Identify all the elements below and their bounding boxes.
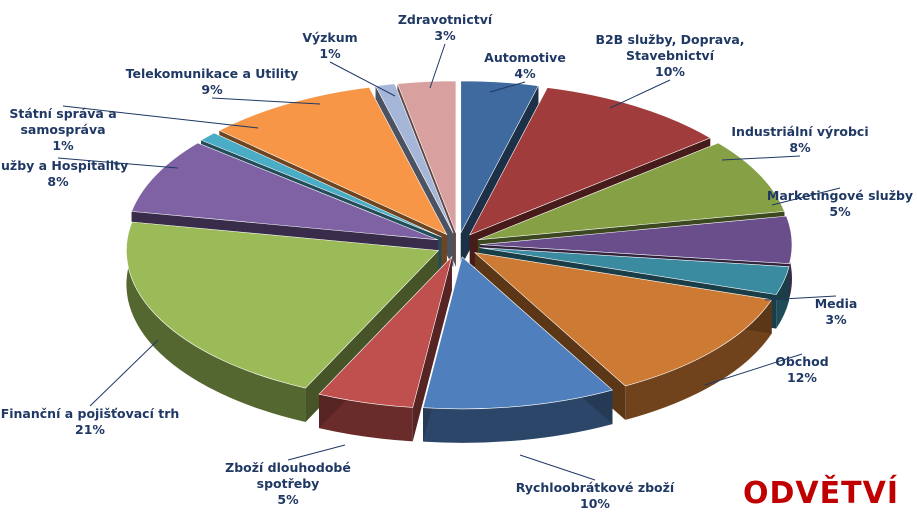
slice-label-10: Státní správa a samospráva 1% — [9, 106, 116, 153]
leader-line-4 — [764, 295, 837, 301]
slice-2 — [477, 142, 785, 241]
leader-line-9 — [57, 157, 179, 169]
leader-line-3 — [771, 187, 841, 206]
slice-4 — [479, 247, 790, 295]
slice-10 — [200, 132, 442, 238]
leader-line-13 — [429, 43, 446, 89]
slice-8 — [126, 221, 440, 389]
pie-top-layer — [126, 80, 793, 410]
slice-13 — [397, 80, 457, 234]
leader-line-2 — [721, 155, 801, 161]
slice-1 — [469, 87, 711, 236]
slice-label-7: Zboží dlouhodobé spotřeby 5% — [225, 460, 351, 507]
slice-label-13: Zdravotnictví 3% — [398, 12, 493, 43]
slice-label-11: Telekomunikace a Utility 9% — [126, 66, 299, 97]
slice-label-12: Výzkum 1% — [302, 30, 357, 61]
slice-label-2: Industriální výrobci 8% — [731, 124, 868, 155]
leader-line-5 — [704, 353, 803, 386]
slice-5 — [473, 252, 773, 387]
slice-label-9: Služby a Hospitality 8% — [0, 158, 128, 189]
slice-labels: Automotive 4% B2B služby, Doprava, Stavebni… — [0, 12, 913, 511]
slice-6 — [422, 256, 614, 410]
slice-label-1: B2B služby, Doprava, Stavebnictví 10% — [595, 32, 744, 79]
slice-side-6 — [423, 390, 613, 443]
leader-line-8 — [89, 339, 159, 407]
leader-line-10 — [62, 105, 259, 129]
slice-label-5: Obchod 12% — [775, 354, 828, 385]
leader-line-0 — [489, 81, 526, 93]
slice-side-5 — [625, 299, 772, 420]
slice-side-8 — [126, 222, 306, 423]
leader-line-7 — [287, 444, 346, 461]
leader-lines — [57, 43, 841, 481]
slice-side-7 — [319, 394, 413, 442]
slice-label-4: Media 3% — [815, 296, 858, 327]
slice-7 — [318, 255, 453, 408]
slice-wall-7-0 — [412, 256, 452, 442]
slice-3 — [479, 215, 793, 264]
slice-label-8: Finanční a pojišťovací trh 21% — [1, 406, 180, 437]
chart-title: ODVĚTVÍ — [743, 476, 899, 511]
slice-label-6: Rychloobrátkové zboží 10% — [516, 480, 675, 511]
leader-line-6 — [519, 454, 596, 481]
slice-11 — [218, 87, 448, 236]
leader-line-12 — [329, 61, 396, 97]
slice-label-3: Marketingové služby 5% — [767, 188, 913, 219]
slice-0 — [460, 80, 539, 234]
leader-line-11 — [211, 97, 321, 105]
leader-line-1 — [609, 79, 671, 109]
slice-9 — [131, 142, 439, 241]
slice-label-0: Automotive 4% — [484, 50, 566, 81]
